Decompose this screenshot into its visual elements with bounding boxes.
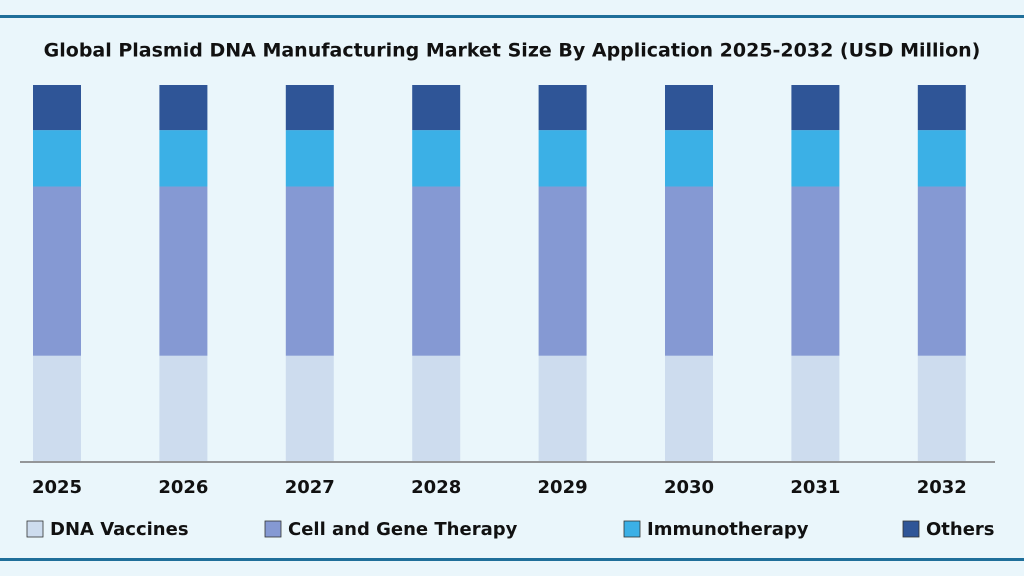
bar-segment bbox=[538, 130, 587, 187]
legend-label: Immunotherapy bbox=[647, 519, 809, 540]
x-tick-label: 2025 bbox=[32, 477, 82, 498]
bar-segment bbox=[33, 85, 81, 131]
bar-segment bbox=[285, 355, 334, 461]
bar-segment bbox=[538, 355, 587, 461]
bottom-border bbox=[0, 558, 1024, 561]
bar-segment bbox=[538, 186, 587, 356]
legend-label: DNA Vaccines bbox=[50, 519, 189, 540]
bar-segment bbox=[33, 186, 81, 356]
bar-segment bbox=[33, 130, 81, 187]
bar-segment bbox=[412, 355, 461, 461]
bar-segment bbox=[412, 85, 461, 131]
bar-segment bbox=[159, 85, 208, 131]
bar-segment bbox=[412, 186, 461, 356]
bar-segment bbox=[665, 85, 713, 131]
bar-segment bbox=[917, 85, 966, 131]
bar-segment bbox=[791, 355, 840, 461]
bar-segment bbox=[665, 355, 713, 461]
x-tick-label: 2029 bbox=[538, 477, 588, 498]
bar-segment bbox=[665, 186, 713, 356]
legend-label: Others bbox=[926, 519, 995, 540]
bar-segment bbox=[159, 355, 208, 461]
bar-segment bbox=[665, 130, 713, 187]
top-border bbox=[0, 15, 1024, 18]
x-tick-label: 2031 bbox=[790, 477, 840, 498]
bar-segment bbox=[159, 130, 208, 187]
x-tick-label: 2027 bbox=[285, 477, 335, 498]
bar-segment bbox=[285, 186, 334, 356]
bar-segment bbox=[285, 85, 334, 131]
legend-swatch bbox=[264, 520, 282, 538]
legend-label: Cell and Gene Therapy bbox=[288, 519, 518, 540]
bar-segment bbox=[791, 85, 840, 131]
chart-title: Global Plasmid DNA Manufacturing Market … bbox=[44, 40, 981, 62]
bar-segment bbox=[791, 186, 840, 356]
legend-swatch bbox=[902, 520, 920, 538]
bar-segment bbox=[285, 130, 334, 187]
bar-segment bbox=[917, 186, 966, 356]
x-tick-label: 2026 bbox=[158, 477, 208, 498]
bar-segment bbox=[159, 186, 208, 356]
legend-swatch bbox=[26, 520, 44, 538]
bar-segment bbox=[538, 85, 587, 131]
x-tick-label: 2028 bbox=[411, 477, 461, 498]
bar-segment bbox=[791, 130, 840, 187]
x-tick-label: 2032 bbox=[917, 477, 967, 498]
bar-segment bbox=[917, 130, 966, 187]
bar-segment bbox=[412, 130, 461, 187]
legend-swatch bbox=[623, 520, 641, 538]
x-tick-label: 2030 bbox=[664, 477, 714, 498]
bar-segment bbox=[917, 355, 966, 461]
bar-segment bbox=[33, 355, 81, 461]
